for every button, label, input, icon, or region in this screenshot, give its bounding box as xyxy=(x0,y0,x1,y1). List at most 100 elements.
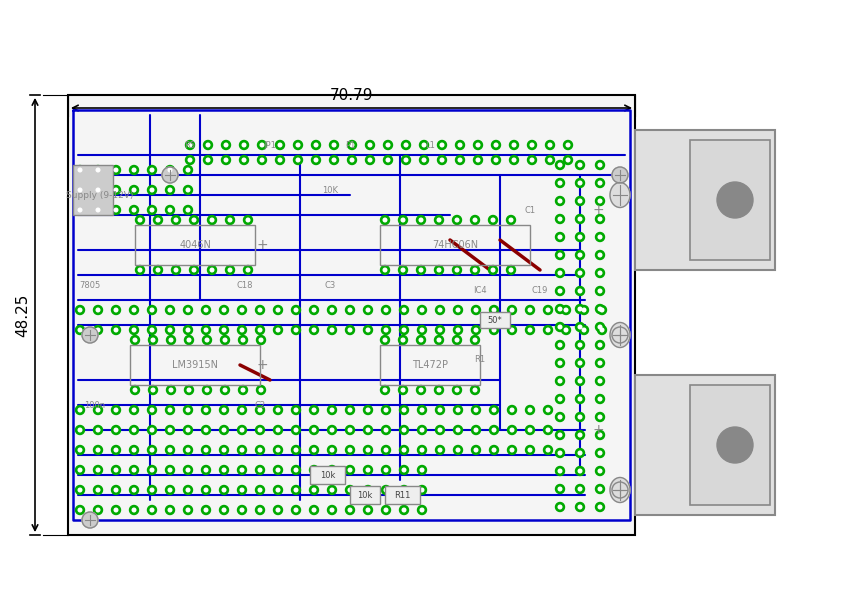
Circle shape xyxy=(398,336,408,345)
Circle shape xyxy=(578,469,582,473)
Circle shape xyxy=(386,143,390,147)
Circle shape xyxy=(454,446,462,455)
Circle shape xyxy=(402,328,406,332)
Circle shape xyxy=(365,155,375,164)
Circle shape xyxy=(186,488,189,492)
Circle shape xyxy=(364,465,372,474)
Circle shape xyxy=(184,486,193,494)
Circle shape xyxy=(419,388,423,392)
Circle shape xyxy=(558,433,562,437)
Circle shape xyxy=(420,508,424,512)
Circle shape xyxy=(147,325,157,334)
Circle shape xyxy=(150,308,154,312)
Circle shape xyxy=(115,188,118,192)
Circle shape xyxy=(473,218,477,222)
Circle shape xyxy=(291,446,301,455)
Circle shape xyxy=(330,508,333,512)
Circle shape xyxy=(345,506,354,515)
Text: C19: C19 xyxy=(532,286,548,295)
Circle shape xyxy=(294,468,298,472)
Circle shape xyxy=(186,328,189,332)
Circle shape xyxy=(310,465,318,474)
Circle shape xyxy=(76,506,84,515)
Circle shape xyxy=(291,325,301,334)
Circle shape xyxy=(510,448,514,452)
Circle shape xyxy=(384,428,388,432)
Circle shape xyxy=(115,468,118,472)
Circle shape xyxy=(184,325,193,334)
Circle shape xyxy=(205,308,208,312)
Bar xyxy=(380,225,530,265)
Circle shape xyxy=(185,140,195,149)
Circle shape xyxy=(133,388,136,392)
Circle shape xyxy=(210,218,214,222)
Circle shape xyxy=(220,325,228,334)
Circle shape xyxy=(598,271,602,275)
Circle shape xyxy=(402,428,406,432)
Circle shape xyxy=(78,488,82,492)
Circle shape xyxy=(184,465,193,474)
Circle shape xyxy=(132,488,136,492)
Circle shape xyxy=(258,155,267,164)
Circle shape xyxy=(575,431,584,440)
Circle shape xyxy=(239,155,248,164)
Circle shape xyxy=(132,428,136,432)
Circle shape xyxy=(578,325,582,329)
Circle shape xyxy=(525,406,535,415)
Circle shape xyxy=(240,408,244,412)
Circle shape xyxy=(543,325,552,334)
Text: 10K: 10K xyxy=(322,186,338,195)
Circle shape xyxy=(345,465,354,474)
Circle shape xyxy=(525,305,535,315)
Circle shape xyxy=(201,446,210,455)
Circle shape xyxy=(167,386,175,394)
Circle shape xyxy=(76,205,84,215)
Circle shape xyxy=(276,488,280,492)
Circle shape xyxy=(528,408,532,412)
Circle shape xyxy=(150,448,154,452)
Circle shape xyxy=(399,486,408,494)
Circle shape xyxy=(130,186,138,195)
Circle shape xyxy=(206,158,210,162)
Circle shape xyxy=(530,143,534,147)
Circle shape xyxy=(399,506,408,515)
Circle shape xyxy=(291,486,301,494)
Circle shape xyxy=(76,486,84,494)
Text: +: + xyxy=(256,358,268,372)
Circle shape xyxy=(224,143,228,147)
Circle shape xyxy=(366,488,370,492)
Circle shape xyxy=(546,308,550,312)
Circle shape xyxy=(130,446,138,455)
Circle shape xyxy=(241,338,245,342)
Circle shape xyxy=(314,158,317,162)
Circle shape xyxy=(237,486,247,494)
Circle shape xyxy=(456,448,460,452)
Circle shape xyxy=(456,218,459,222)
Circle shape xyxy=(598,487,602,491)
Circle shape xyxy=(717,427,753,463)
Circle shape xyxy=(345,325,354,334)
Circle shape xyxy=(579,325,589,334)
Circle shape xyxy=(558,343,562,347)
Circle shape xyxy=(510,308,514,312)
Circle shape xyxy=(153,215,163,224)
Circle shape xyxy=(147,486,157,494)
Circle shape xyxy=(528,328,532,332)
Circle shape xyxy=(132,168,136,172)
Circle shape xyxy=(509,218,513,222)
Circle shape xyxy=(205,508,208,512)
Circle shape xyxy=(205,448,208,452)
Circle shape xyxy=(131,336,140,345)
Circle shape xyxy=(438,428,442,432)
Circle shape xyxy=(210,268,214,272)
Bar xyxy=(635,130,775,270)
Ellipse shape xyxy=(610,478,630,503)
Circle shape xyxy=(546,428,550,432)
Text: LM3915N: LM3915N xyxy=(172,360,218,370)
Text: +: + xyxy=(256,238,268,252)
Circle shape xyxy=(330,328,333,332)
Circle shape xyxy=(223,338,226,342)
Circle shape xyxy=(228,268,232,272)
Circle shape xyxy=(578,181,582,185)
Circle shape xyxy=(201,305,210,315)
